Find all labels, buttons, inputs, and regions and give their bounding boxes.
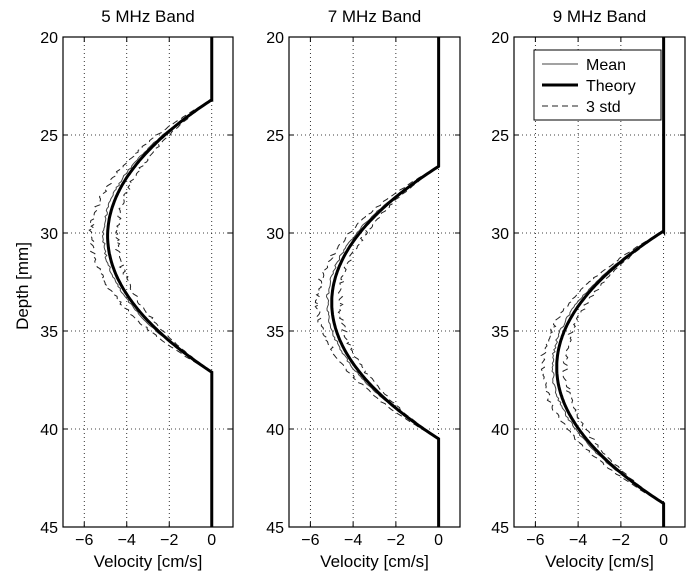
series-3std-lower xyxy=(113,99,213,373)
x-tick-label: 0 xyxy=(434,532,443,549)
series-theory xyxy=(106,37,214,528)
y-tick-label: 35 xyxy=(491,324,509,341)
plot-area xyxy=(63,37,233,527)
x-tick-label: −4 xyxy=(569,532,587,549)
x-tick-label: −2 xyxy=(387,532,405,549)
x-tick-label: −4 xyxy=(344,532,362,549)
y-tick-label: 45 xyxy=(40,520,58,537)
chart-panel-1: −6 −4 −2 0 20 25 30 35 40 45 5 MHz Band Velocity [c… xyxy=(40,7,234,571)
x-tick-label: −4 xyxy=(118,532,136,549)
series-3std-upper xyxy=(540,230,664,504)
legend-label-2: Theory xyxy=(586,78,636,95)
series-3std-upper xyxy=(88,99,213,373)
x-tick-label: −6 xyxy=(526,532,544,549)
y-tick-label: 45 xyxy=(266,520,284,537)
plot-frame xyxy=(288,36,461,528)
y-tick-label: 30 xyxy=(40,226,58,243)
x-axis-label: Velocity [cm/s] xyxy=(94,552,203,571)
legend-label-3: 3 std xyxy=(586,99,621,116)
x-tick-label: 0 xyxy=(659,532,668,549)
y-tick-label: 30 xyxy=(491,226,509,243)
y-tick-label: 20 xyxy=(266,30,284,47)
chart-title: 9 MHz Band xyxy=(553,7,647,26)
y-tick-label: 20 xyxy=(491,30,509,47)
plot-frame xyxy=(62,36,234,528)
x-tick-label: −6 xyxy=(75,532,93,549)
y-tick-label: 25 xyxy=(266,128,284,145)
x-tick-label: 0 xyxy=(207,532,216,549)
x-tick-label: −2 xyxy=(160,532,178,549)
y-tick-label: 45 xyxy=(491,520,509,537)
panels: −6 −4 −2 0 20 25 30 35 40 45 5 MHz Band Velocity [c… xyxy=(40,7,686,571)
series-3std-upper xyxy=(314,165,439,440)
series-3std-lower xyxy=(562,230,664,504)
legend: Mean Theory 3 std xyxy=(533,49,662,121)
series-theory xyxy=(555,37,666,528)
x-axis-label: Velocity [cm/s] xyxy=(545,552,654,571)
y-tick-label: 40 xyxy=(40,422,58,439)
x-tick-label: −2 xyxy=(612,532,630,549)
y-tick-label: 35 xyxy=(266,324,284,341)
y-tick-label: 20 xyxy=(40,30,58,47)
chart-title: 5 MHz Band xyxy=(101,7,195,26)
y-tick-label: 25 xyxy=(40,128,58,145)
plot-frame xyxy=(513,36,686,528)
chart-panel-2: −6 −4 −2 0 20 25 30 35 40 45 7 MHz Band Velocity [c… xyxy=(266,7,461,571)
y-tick-label: 25 xyxy=(491,128,509,145)
chart-title: 7 MHz Band xyxy=(328,7,422,26)
series-3std-lower xyxy=(337,165,439,440)
legend-label-1: Mean xyxy=(586,57,626,74)
plot-area xyxy=(289,37,460,527)
y-tick-label: 35 xyxy=(40,324,58,341)
series-theory xyxy=(330,37,441,528)
x-tick-label: −6 xyxy=(301,532,319,549)
y-tick-label: 40 xyxy=(266,422,284,439)
chart-panel-3: −6 −4 −2 0 20 25 30 35 40 45 9 MHz Band Velocity [c… xyxy=(491,7,686,571)
y-tick-label: 40 xyxy=(491,422,509,439)
y-axis-label: Depth [mm] xyxy=(13,242,32,330)
series-mean xyxy=(101,99,213,373)
y-tick-label: 30 xyxy=(266,226,284,243)
x-axis-label: Velocity [cm/s] xyxy=(320,552,429,571)
